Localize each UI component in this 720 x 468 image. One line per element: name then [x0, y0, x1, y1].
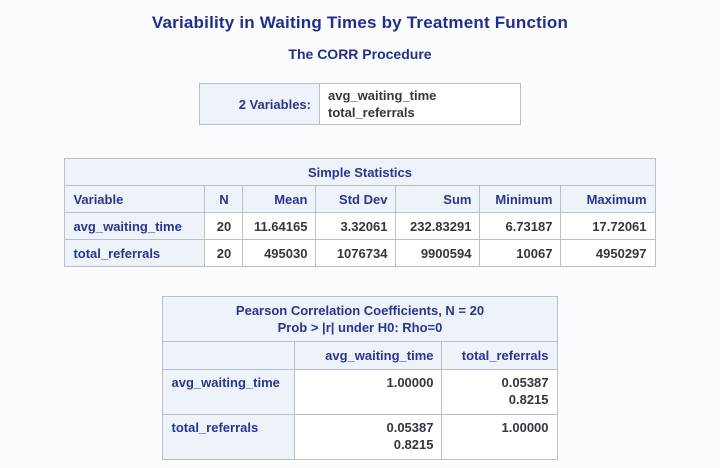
cell-minimum: 6.73187	[479, 212, 562, 240]
cell-minimum: 10067	[479, 239, 562, 267]
column-header-row: Variable N Mean Std Dev Sum Minimum Maxi…	[64, 185, 656, 213]
correlation-title-line2: Prob > |r| under H0: Rho=0	[277, 320, 443, 335]
col-header-avg-waiting-time: avg_waiting_time	[294, 341, 443, 370]
procedure-title: The CORR Procedure	[288, 46, 432, 62]
table-row: avg_waiting_time 1.00000 0.05387 0.8215	[162, 369, 558, 415]
variables-table: 2 Variables: avg_waiting_time total_refe…	[199, 83, 521, 125]
table-row: 2 Variables: avg_waiting_time total_refe…	[199, 83, 521, 125]
corr-cell: 1.00000	[294, 369, 443, 415]
row-header-total-referrals: total_referrals	[162, 414, 296, 460]
variables-count-label: 2 Variables:	[199, 83, 320, 125]
p-value: 0.8215	[508, 392, 549, 407]
cell-n: 20	[204, 239, 244, 267]
cell-std-dev: 3.32061	[315, 212, 397, 240]
table-title-row: Simple Statistics	[64, 158, 656, 186]
col-header-variable: Variable	[64, 185, 206, 213]
col-header-mean: Mean	[242, 185, 317, 213]
col-header-minimum: Minimum	[479, 185, 562, 213]
corr-cell: 1.00000	[441, 414, 558, 460]
variables-list-value: avg_waiting_time total_referrals	[319, 83, 521, 125]
col-header-n: N	[204, 185, 244, 213]
table-row: total_referrals 0.05387 0.8215 1.00000	[162, 414, 558, 460]
report-title: Variability in Waiting Times by Treatmen…	[151, 13, 569, 32]
corner-empty-cell	[162, 341, 296, 370]
table-row: avg_waiting_time 20 11.64165 3.32061 232…	[64, 212, 656, 240]
corr-cell: 0.05387 0.8215	[294, 414, 443, 460]
correlation-value: 1.00000	[386, 375, 434, 390]
sas-results-page: Variability in Waiting Times by Treatmen…	[10, 0, 710, 460]
correlation-title: Pearson Correlation Coefficients, N = 20…	[162, 296, 558, 342]
cell-sum: 232.83291	[395, 212, 481, 240]
col-header-total-referrals: total_referrals	[441, 341, 558, 370]
p-value	[450, 436, 548, 452]
correlation-value: 0.05387	[501, 375, 549, 390]
cell-n: 20	[204, 212, 244, 240]
col-header-maximum: Maximum	[560, 185, 656, 213]
column-header-row: avg_waiting_time total_referrals	[162, 341, 558, 370]
p-value: 0.8215	[393, 437, 434, 452]
corr-cell: 0.05387 0.8215	[441, 369, 558, 415]
correlation-value: 1.00000	[501, 420, 549, 435]
table-title-row: Pearson Correlation Coefficients, N = 20…	[162, 296, 558, 342]
cell-mean: 11.64165	[242, 212, 317, 240]
cell-maximum: 17.72061	[560, 212, 656, 240]
row-header-avg-waiting-time: avg_waiting_time	[162, 369, 296, 415]
correlation-value: 0.05387	[386, 420, 434, 435]
cell-std-dev: 1076734	[315, 239, 397, 267]
simple-statistics-table: Simple Statistics Variable N Mean Std De…	[64, 158, 656, 267]
col-header-sum: Sum	[395, 185, 481, 213]
col-header-std-dev: Std Dev	[315, 185, 397, 213]
correlation-title-line1: Pearson Correlation Coefficients, N = 20	[235, 303, 485, 318]
correlation-table: Pearson Correlation Coefficients, N = 20…	[162, 296, 558, 460]
table-row: total_referrals 20 495030 1076734 990059…	[64, 239, 656, 267]
cell-mean: 495030	[242, 239, 317, 267]
simple-statistics-title: Simple Statistics	[64, 158, 656, 186]
row-header-variable: total_referrals	[64, 239, 206, 267]
p-value	[303, 391, 433, 407]
row-header-variable: avg_waiting_time	[64, 212, 206, 240]
cell-sum: 9900594	[395, 239, 481, 267]
cell-maximum: 4950297	[560, 239, 656, 267]
